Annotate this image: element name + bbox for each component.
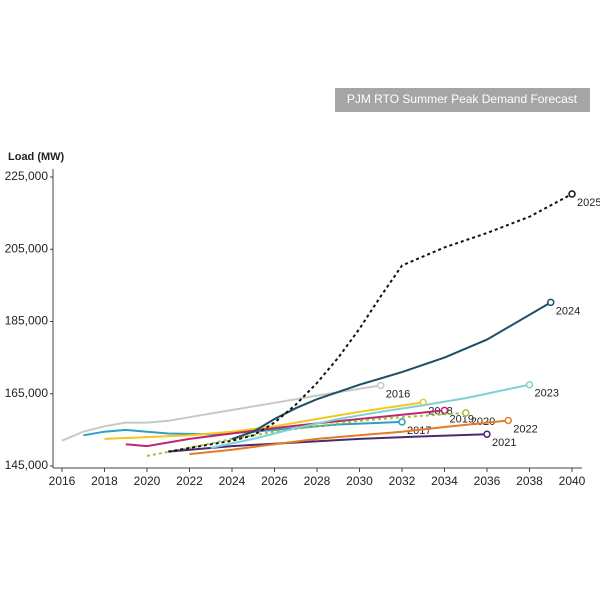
x-tick-label: 2040 [559, 474, 586, 488]
end-marker [440, 406, 449, 415]
end-marker [462, 409, 470, 417]
x-tick-label: 2024 [219, 474, 246, 488]
series-label: 2021 [492, 437, 516, 449]
end-marker [568, 190, 576, 198]
y-tick-label: 225,000 [5, 169, 49, 183]
series-label: 2024 [556, 305, 580, 317]
end-marker [377, 381, 385, 390]
end-marker [398, 418, 406, 426]
series-label: 2019 [450, 413, 474, 425]
series-line [210, 383, 530, 449]
y-tick-label: 205,000 [5, 241, 49, 255]
x-tick-label: 2020 [134, 474, 161, 488]
series-label: 2020 [471, 416, 495, 428]
x-tick-label: 2028 [304, 474, 331, 488]
end-marker [525, 380, 534, 389]
series-line [189, 419, 509, 456]
series-line [231, 301, 552, 440]
series-line [168, 433, 488, 453]
y-axis-label: Load (MW) [8, 151, 65, 163]
series-line [104, 401, 424, 440]
x-tick-label: 2018 [91, 474, 118, 488]
series-line [83, 420, 403, 437]
x-tick-label: 2016 [49, 474, 76, 488]
series-line [125, 409, 445, 448]
x-tick-label: 2036 [474, 474, 501, 488]
x-tick-label: 2030 [346, 474, 373, 488]
x-tick-label: 2032 [389, 474, 416, 488]
series-line [168, 193, 573, 453]
end-marker [504, 416, 512, 425]
x-tick-label: 2022 [176, 474, 203, 488]
title-box [335, 88, 590, 112]
x-tick-label: 2026 [261, 474, 288, 488]
series-label: 2023 [535, 388, 559, 400]
y-tick-label: 145,000 [5, 458, 49, 472]
y-tick-label: 185,000 [5, 314, 49, 328]
series-label: 2017 [407, 425, 431, 437]
x-tick-label: 2034 [431, 474, 458, 488]
chart-title: PJM RTO Summer Peak Demand Forecast [347, 92, 578, 106]
end-marker [547, 298, 555, 307]
series-line [61, 384, 381, 442]
series-label: 2016 [386, 388, 410, 400]
end-marker [483, 430, 491, 438]
series-label: 2022 [513, 423, 537, 435]
y-tick-label: 165,000 [5, 386, 49, 400]
series-label: 2025 [577, 197, 600, 209]
x-tick-label: 2038 [516, 474, 543, 488]
